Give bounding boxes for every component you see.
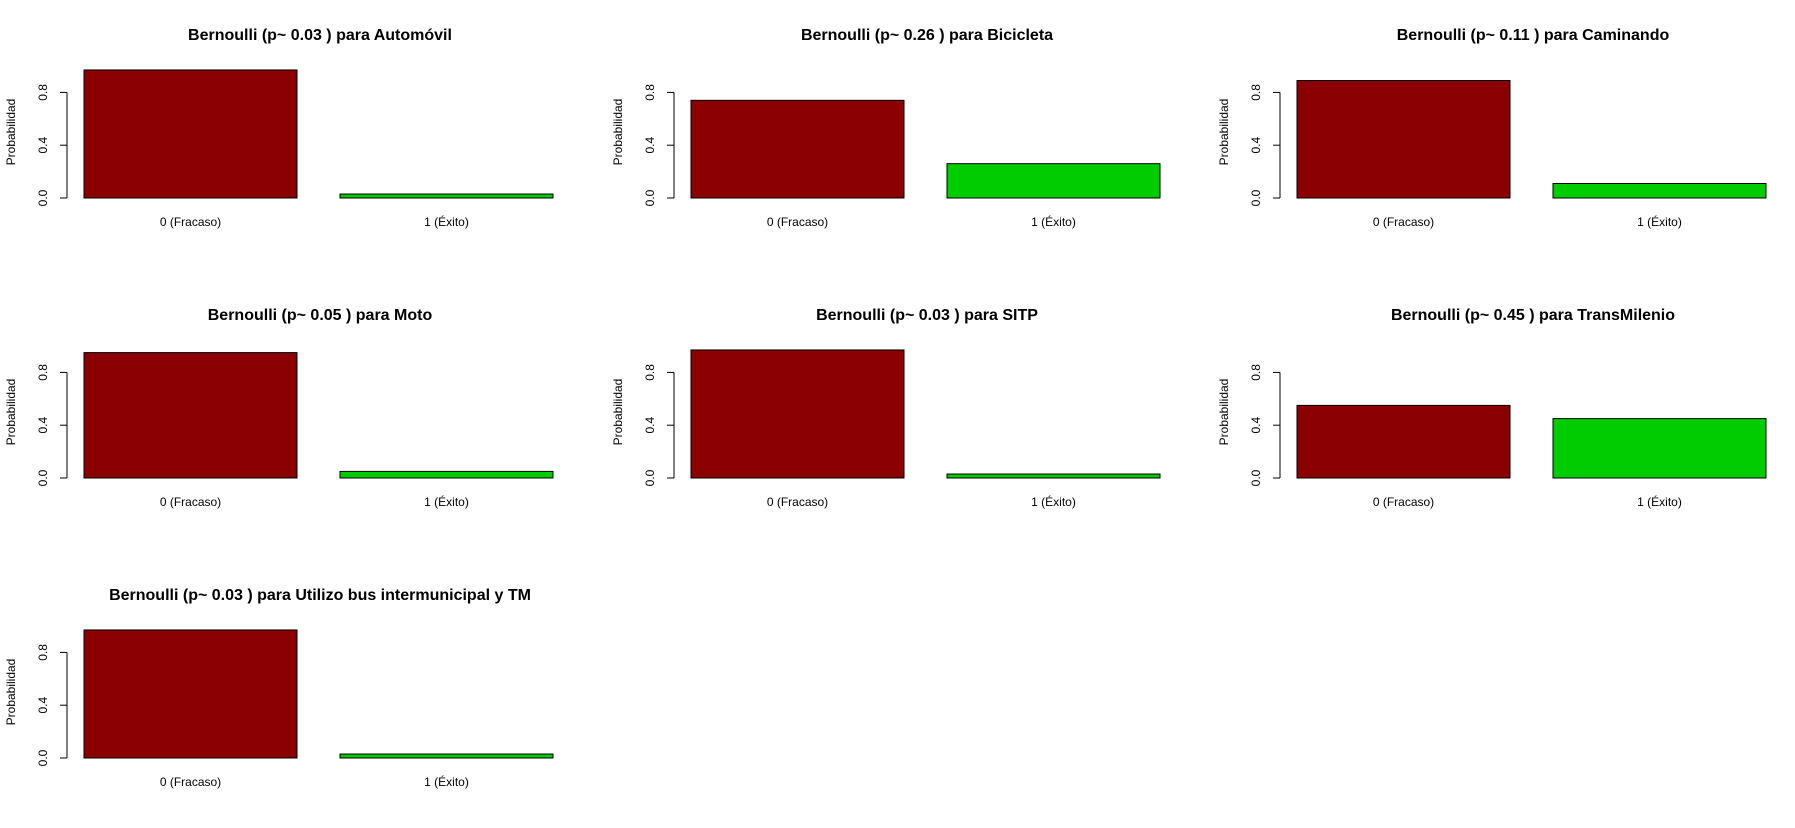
y-tick-label: 0.4	[1249, 137, 1263, 154]
chart-title: Bernoulli (p~ 0.03 ) para Automóvil	[188, 27, 452, 44]
y-tick-label: 0.8	[36, 364, 50, 381]
y-axis-label: Probabilidad	[4, 379, 18, 446]
chart-title: Bernoulli (p~ 0.11 ) para Caminando	[1397, 27, 1670, 44]
y-tick-label: 0.0	[36, 749, 50, 766]
bar-exito	[1552, 418, 1767, 479]
category-label: 0 (Fracaso)	[767, 215, 828, 229]
chart-panel-1: Bernoulli (p~ 0.03 ) para Automóvil Proba…	[4, 27, 554, 229]
y-tick-label: 0.0	[1249, 189, 1263, 206]
category-label: 0 (Fracaso)	[767, 495, 828, 509]
chart-panel-5: Bernoulli (p~ 0.03 ) para SITP Probabilid…	[611, 307, 1161, 509]
category-label: 1 (Éxito)	[1031, 494, 1076, 509]
category-label: 0 (Fracaso)	[160, 215, 221, 229]
y-tick-label: 0.4	[36, 697, 50, 714]
bar-fracaso	[83, 629, 298, 759]
y-tick-label: 0.4	[643, 137, 657, 154]
y-axis-label: Probabilidad	[4, 99, 18, 166]
category-label: 0 (Fracaso)	[1373, 495, 1434, 509]
y-tick-label: 0.4	[36, 417, 50, 434]
chart-panel-6: Bernoulli (p~ 0.45 ) para TransMilenio Pr…	[1217, 307, 1767, 509]
bar-exito	[339, 753, 554, 759]
y-tick-label: 0.0	[1249, 469, 1263, 486]
y-axis-label: Probabilidad	[1217, 379, 1231, 446]
chart-title: Bernoulli (p~ 0.45 ) para TransMilenio	[1391, 307, 1675, 324]
bar-fracaso	[690, 99, 905, 199]
bar-fracaso	[83, 69, 298, 199]
bar-fracaso	[1296, 404, 1511, 479]
category-label: 1 (Éxito)	[424, 494, 469, 509]
category-label: 1 (Éxito)	[1637, 494, 1682, 509]
y-tick-label: 0.8	[36, 644, 50, 661]
category-label: 1 (Éxito)	[1031, 214, 1076, 229]
y-axis-label: Probabilidad	[611, 99, 625, 166]
bar-exito	[339, 193, 554, 199]
y-tick-label: 0.4	[36, 137, 50, 154]
chart-panel-2: Bernoulli (p~ 0.26 ) para Bicicleta Proba…	[611, 27, 1161, 229]
bar-fracaso	[1296, 80, 1511, 199]
chart-title: Bernoulli (p~ 0.03 ) para Utilizo bus in…	[109, 587, 531, 604]
y-axis-label: Probabilidad	[1217, 99, 1231, 166]
y-tick-label: 0.8	[643, 364, 657, 381]
y-tick-label: 0.8	[36, 84, 50, 101]
chart-panel-7: Bernoulli (p~ 0.03 ) para Utilizo bus in…	[4, 587, 554, 789]
y-tick-label: 0.4	[1249, 417, 1263, 434]
bar-fracaso	[83, 352, 298, 479]
category-label: 1 (Éxito)	[424, 774, 469, 789]
y-tick-label: 0.0	[643, 189, 657, 206]
y-tick-label: 0.8	[643, 84, 657, 101]
bar-exito	[1552, 182, 1767, 199]
bar-exito	[339, 470, 554, 479]
y-axis-label: Probabilidad	[4, 659, 18, 726]
category-label: 0 (Fracaso)	[1373, 215, 1434, 229]
bar-fracaso	[690, 349, 905, 479]
category-label: 1 (Éxito)	[1637, 214, 1682, 229]
y-axis-label: Probabilidad	[611, 379, 625, 446]
y-tick-label: 0.8	[1249, 84, 1263, 101]
y-tick-label: 0.0	[36, 189, 50, 206]
chart-title: Bernoulli (p~ 0.26 ) para Bicicleta	[801, 27, 1053, 44]
bar-exito	[946, 473, 1161, 479]
chart-title: Bernoulli (p~ 0.03 ) para SITP	[816, 307, 1038, 324]
y-tick-label: 0.4	[643, 417, 657, 434]
chart-title: Bernoulli (p~ 0.05 ) para Moto	[208, 307, 433, 324]
category-label: 1 (Éxito)	[424, 214, 469, 229]
bar-exito	[946, 163, 1161, 199]
category-label: 0 (Fracaso)	[160, 495, 221, 509]
y-tick-label: 0.8	[1249, 364, 1263, 381]
y-tick-label: 0.0	[643, 469, 657, 486]
chart-panel-4: Bernoulli (p~ 0.05 ) para Moto Probabilid…	[4, 307, 554, 509]
y-tick-label: 0.0	[36, 469, 50, 486]
category-label: 0 (Fracaso)	[160, 775, 221, 789]
chart-panel-3: Bernoulli (p~ 0.11 ) para Caminando Proba…	[1217, 27, 1767, 229]
